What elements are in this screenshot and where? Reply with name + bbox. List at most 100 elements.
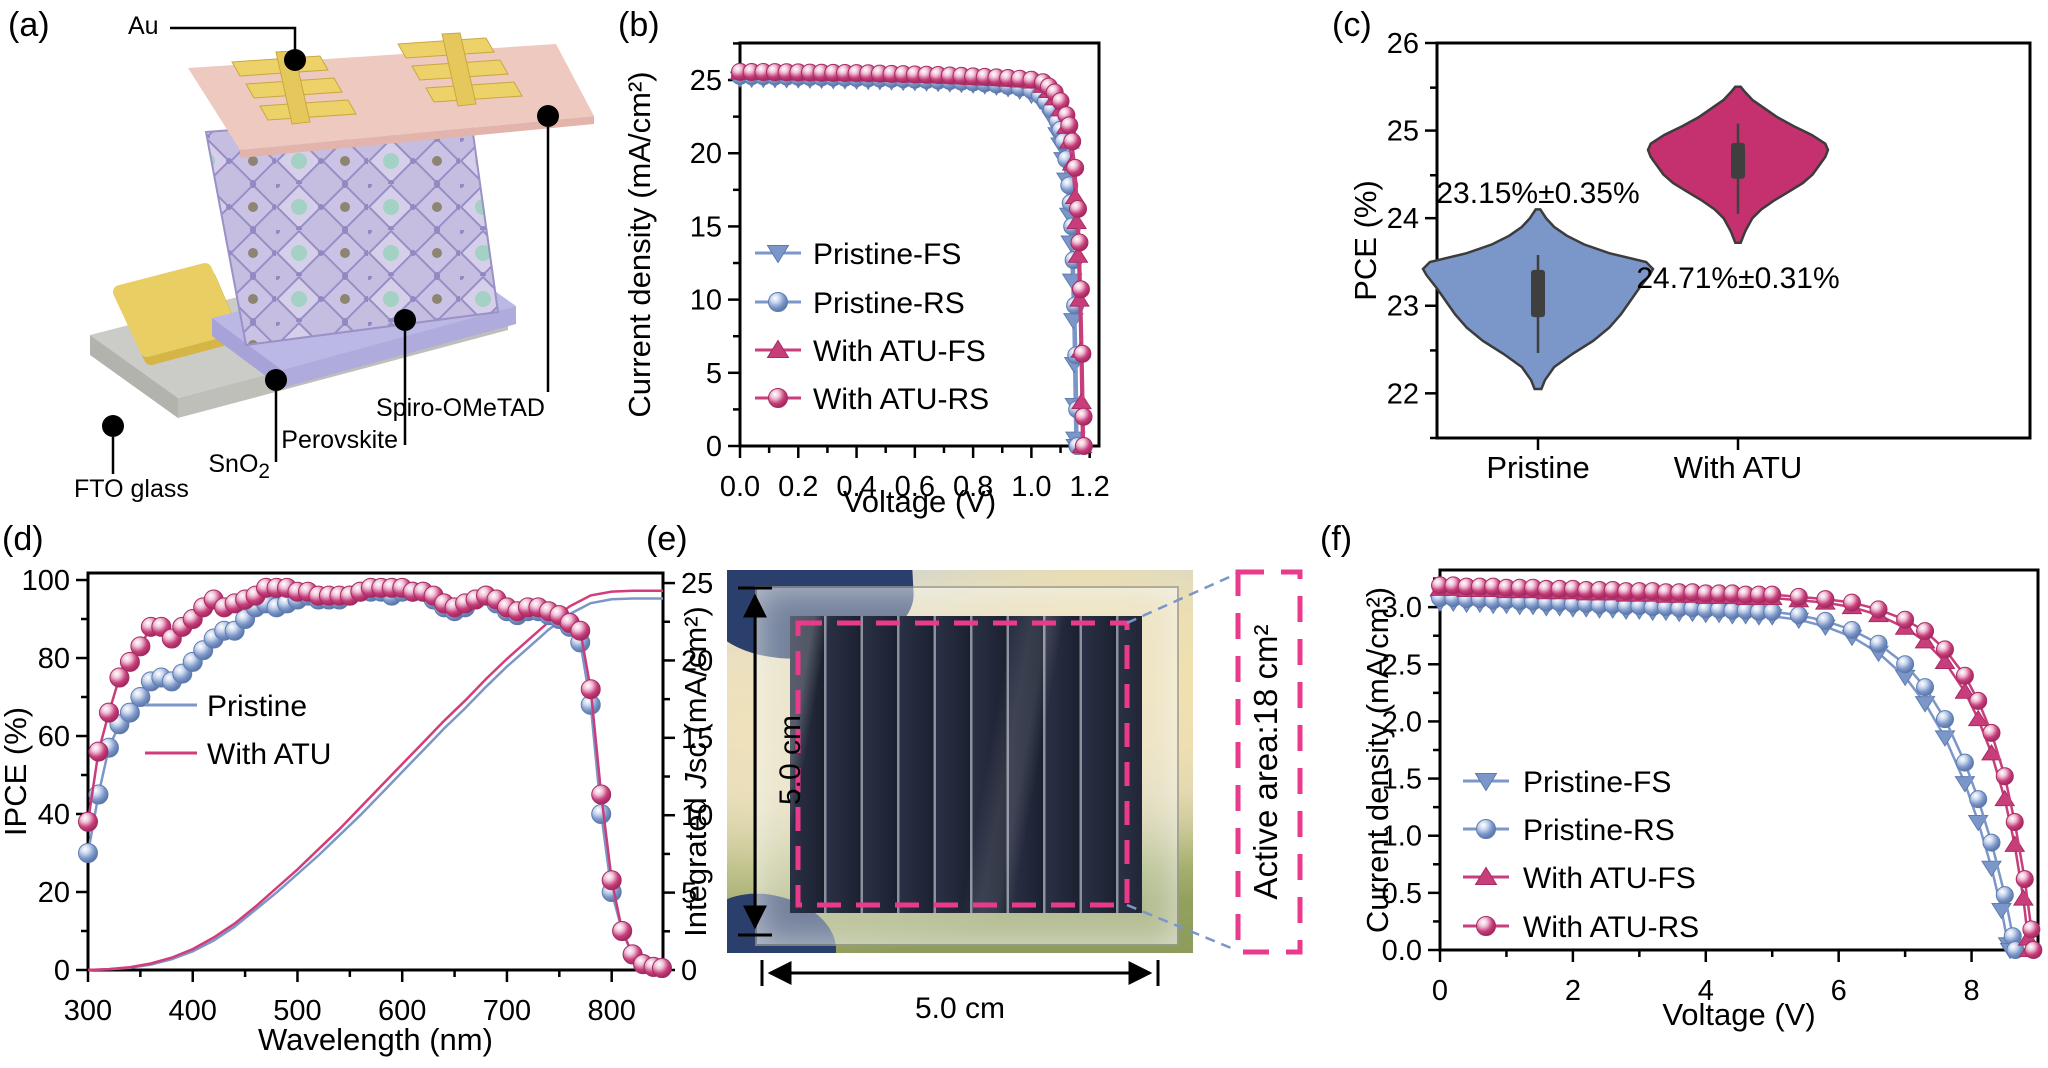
- width-dimension-arrow: [760, 960, 1160, 986]
- y-axis-title: Integrated Jsc (mA/cm²): [678, 606, 713, 937]
- svg-text:24: 24: [1387, 203, 1419, 235]
- perovskite-layer: [204, 110, 500, 347]
- svg-text:0.0: 0.0: [1382, 935, 1422, 967]
- label-fto-glass: FTO glass: [74, 475, 189, 503]
- category-label: With ATU: [1674, 450, 1803, 485]
- height-label: 5.0 cm: [774, 715, 807, 805]
- legend: Pristine-FS Pristine-RS With ATU-FS With AT…: [1463, 766, 1699, 944]
- label-perovskite: Perovskite: [281, 426, 398, 454]
- box: [1731, 142, 1745, 179]
- svg-text:60: 60: [38, 721, 70, 753]
- panel-e-module-photo: 5.0 cm 5.0 cm Active area:18 cm²: [680, 520, 1330, 1068]
- svg-text:23: 23: [1387, 291, 1419, 323]
- pce-annotation: 23.15%±0.35%: [1436, 177, 1639, 210]
- zoom-connector-lines: [1126, 572, 1237, 952]
- panel-letter-c: (c): [1332, 6, 1372, 44]
- svg-text:5: 5: [706, 358, 722, 390]
- svg-text:25: 25: [681, 568, 713, 600]
- svg-text:500: 500: [273, 995, 321, 1027]
- svg-text:With ATU-FS: With ATU-FS: [813, 335, 986, 368]
- series-pristine-fs: [1429, 595, 2021, 960]
- svg-text:15: 15: [681, 723, 713, 755]
- plot-frame: [86, 571, 665, 972]
- svg-text:22: 22: [1387, 378, 1419, 410]
- plot-frame: [1435, 41, 2032, 440]
- y-axis-title: IPCE (%): [0, 707, 33, 836]
- photo-annotations: 5.0 cm 5.0 cm Active area:18 cm²: [738, 569, 1303, 1025]
- svg-text:8: 8: [1963, 975, 1979, 1007]
- x-axis-title: Voltage (V): [843, 484, 996, 519]
- svg-text:With ATU: With ATU: [207, 738, 331, 771]
- svg-text:100: 100: [22, 565, 70, 597]
- y-axis-ticks: 0.0 0.5 1.0 1.5 2.0 2.5 3.0: [1382, 577, 1440, 967]
- panel-letter-f: (f): [1320, 520, 1353, 558]
- series-pristine-integrated-jsc: [87, 597, 663, 972]
- svg-text:0.8: 0.8: [953, 471, 993, 503]
- panel-letter-d: (d): [2, 520, 44, 558]
- svg-text:600: 600: [378, 995, 426, 1027]
- svg-text:20: 20: [38, 877, 70, 909]
- svg-text:4: 4: [1698, 975, 1714, 1007]
- series-with-atu-rs: [731, 62, 1093, 455]
- y-axis-title: PCE (%): [1348, 180, 1383, 301]
- panel-letter-e: (e): [646, 520, 688, 558]
- category-ticks: Pristine With ATU: [1486, 438, 1802, 485]
- panel-letter-a: (a): [8, 6, 50, 44]
- y-axis-ticks-right: 0 5 10 15 20 25: [663, 568, 713, 987]
- svg-text:5: 5: [681, 878, 697, 910]
- legend: Pristine-FS Pristine-RS With ATU-FS With AT…: [755, 238, 989, 416]
- svg-text:2: 2: [1565, 975, 1581, 1007]
- svg-text:700: 700: [483, 995, 531, 1027]
- svg-text:0: 0: [706, 431, 722, 463]
- x-axis-ticks: 300 400 500 600 700 800: [64, 970, 636, 1027]
- svg-text:With ATU-FS: With ATU-FS: [1523, 862, 1696, 895]
- svg-text:0: 0: [681, 955, 697, 987]
- svg-text:400: 400: [169, 995, 217, 1027]
- glass-substrate: [755, 586, 1179, 946]
- chart-b: 0.0 0.2 0.4 0.6 0.8 1.0 1.2 0 5 10 15 20 25 Voltage (…: [622, 41, 1110, 519]
- violin-with-atu: [1646, 85, 1830, 244]
- svg-text:25: 25: [690, 65, 722, 97]
- svg-text:80: 80: [38, 643, 70, 675]
- svg-text:0.0: 0.0: [720, 471, 760, 503]
- svg-text:1.0: 1.0: [1382, 821, 1422, 853]
- svg-text:0: 0: [54, 955, 70, 987]
- panel-b-jv-chart: 0.0 0.2 0.4 0.6 0.8 1.0 1.2 0 5 10 15 20 25 Voltage (…: [620, 0, 1330, 520]
- x-axis-ticks: 0 2 4 6 8: [1432, 950, 2040, 1007]
- svg-text:With ATU-RS: With ATU-RS: [1523, 911, 1699, 944]
- device-structure-illustration: [90, 26, 594, 474]
- svg-text:0.4: 0.4: [836, 471, 876, 503]
- svg-text:1.2: 1.2: [1070, 471, 1110, 503]
- svg-text:0.6: 0.6: [895, 471, 935, 503]
- series-with-atu-fs: [1429, 579, 2040, 957]
- pce-annotation: 24.71%±0.31%: [1636, 262, 1839, 295]
- active-area-callout-box: [1235, 569, 1303, 955]
- svg-text:15: 15: [690, 211, 722, 243]
- svg-text:With ATU-RS: With ATU-RS: [813, 383, 989, 416]
- svg-text:800: 800: [587, 995, 635, 1027]
- panel-d-ipce-chart: 300 400 500 600 700 800 0 20 40 60 80 100 0 5 10 15 20 25…: [0, 520, 720, 1068]
- svg-text:1.0: 1.0: [1011, 471, 1051, 503]
- series-with-atu-ipce: [78, 577, 672, 979]
- svg-text:26: 26: [1387, 28, 1419, 60]
- module-photograph: [727, 570, 1193, 953]
- category-label: Pristine: [1486, 450, 1589, 485]
- legend: Pristine With ATU: [145, 690, 331, 771]
- svg-text:2.5: 2.5: [1382, 649, 1422, 681]
- svg-text:20: 20: [681, 645, 713, 677]
- svg-text:Pristine-RS: Pristine-RS: [813, 287, 965, 320]
- svg-text:Pristine-RS: Pristine-RS: [1523, 814, 1675, 847]
- height-dimension-arrow: [738, 586, 772, 937]
- svg-text:40: 40: [38, 799, 70, 831]
- x-axis-title: Wavelength (nm): [258, 1022, 493, 1057]
- svg-text:300: 300: [64, 995, 112, 1027]
- y-axis-title: Current density (mA/cm²): [622, 71, 657, 417]
- panel-letter-b: (b): [618, 6, 660, 44]
- y-axis-ticks: 22 23 24 25 26: [1387, 28, 1437, 440]
- y-axis-title: Current density (mA/cm²): [1360, 587, 1395, 933]
- svg-text:20: 20: [690, 138, 722, 170]
- svg-text:0: 0: [1432, 975, 1448, 1007]
- plot-frame: [738, 41, 1101, 448]
- svg-text:25: 25: [1387, 116, 1419, 148]
